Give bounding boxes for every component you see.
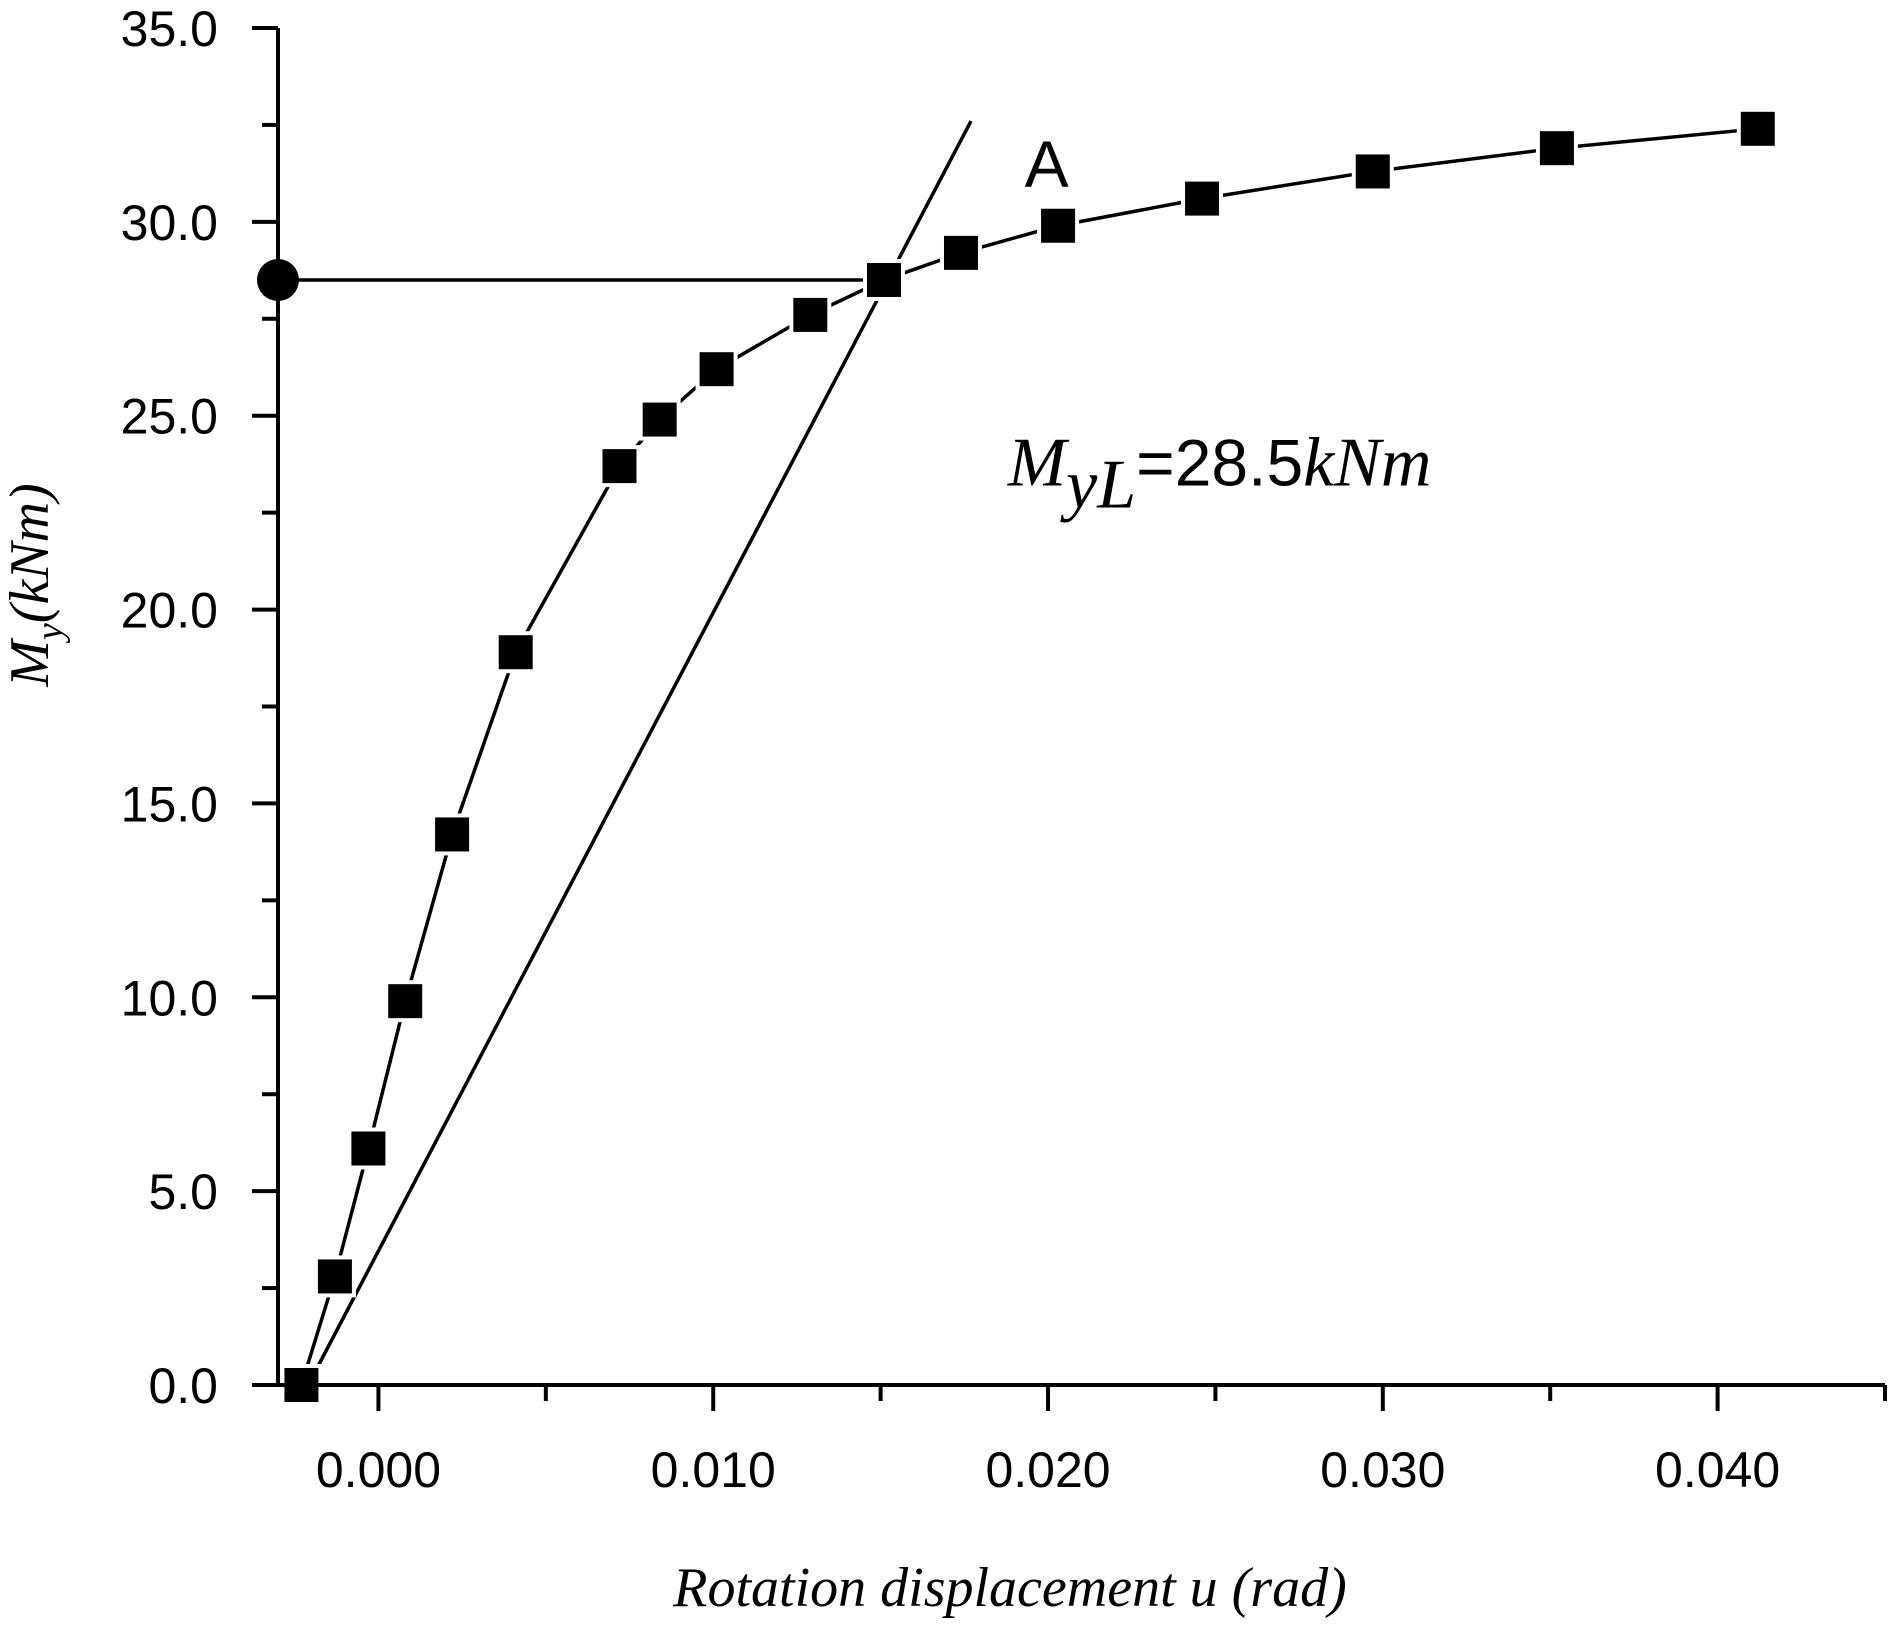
y-axis-title-unit: (kNm): [0, 483, 61, 623]
tick-labels-layer: 0.000 0.010 0.020 0.030 0.040 0.0 5.0 10.0 15.0 2…: [121, 1, 1780, 1498]
y-axis-title-symbol: M: [0, 637, 61, 688]
data-point-marker: [789, 293, 832, 336]
data-point-marker: [1351, 150, 1394, 193]
yield-moment-unit: kNm: [1303, 425, 1431, 502]
y-tick-label: 35.0: [121, 1, 218, 57]
x-axis-title: Rotation displacement u (rad): [672, 1557, 1346, 1619]
y-axis-title-sub: y: [29, 623, 71, 644]
y-tick-label: 10.0: [121, 970, 218, 1026]
y-tick-label: 15.0: [121, 776, 218, 832]
point-a-label: A: [1025, 127, 1069, 201]
yield-moment-value: =28.5: [1136, 426, 1303, 500]
x-tick-label: 0.030: [1320, 1442, 1445, 1498]
data-point-marker: [1181, 177, 1224, 220]
y-tick-label: 0.0: [148, 1358, 218, 1414]
y-tick-label: 20.0: [121, 583, 218, 639]
y-axis-title: My(kNm): [0, 483, 71, 687]
data-point-marker: [384, 980, 427, 1023]
data-point-marker: [638, 398, 681, 441]
data-point-marker: [494, 631, 537, 674]
data-point-marker: [313, 1255, 356, 1298]
y-tick-label: 25.0: [121, 389, 218, 445]
x-tick-label: 0.040: [1655, 1442, 1780, 1498]
data-point-marker: [598, 445, 641, 488]
reference-lines-layer: [278, 120, 973, 1386]
series-layer: [257, 107, 1779, 1406]
data-point-marker: [939, 231, 982, 274]
yield-moment-symbol: M: [1007, 425, 1070, 502]
series-line: [299, 127, 1758, 1386]
yield-moment-sub: yL: [1060, 447, 1136, 524]
data-point-marker: [431, 813, 474, 856]
data-point-marker: [347, 1127, 390, 1170]
data-point-marker: [1736, 107, 1779, 150]
data-point-marker: [862, 259, 905, 302]
y-tick-label: 5.0: [148, 1164, 218, 1220]
data-point-marker: [1037, 204, 1080, 247]
x-tick-label: 0.010: [651, 1442, 776, 1498]
x-tick-label: 0.020: [985, 1442, 1110, 1498]
y-tick-label: 30.0: [121, 195, 218, 251]
stiffness-reference-line: [306, 120, 973, 1386]
data-point-marker: [695, 348, 738, 391]
data-point-marker: [1535, 127, 1578, 170]
x-tick-label: 0.000: [316, 1442, 441, 1498]
axes-layer: [252, 26, 1887, 1411]
yield-moment-label: MyL=28.5kNm: [1007, 425, 1432, 524]
